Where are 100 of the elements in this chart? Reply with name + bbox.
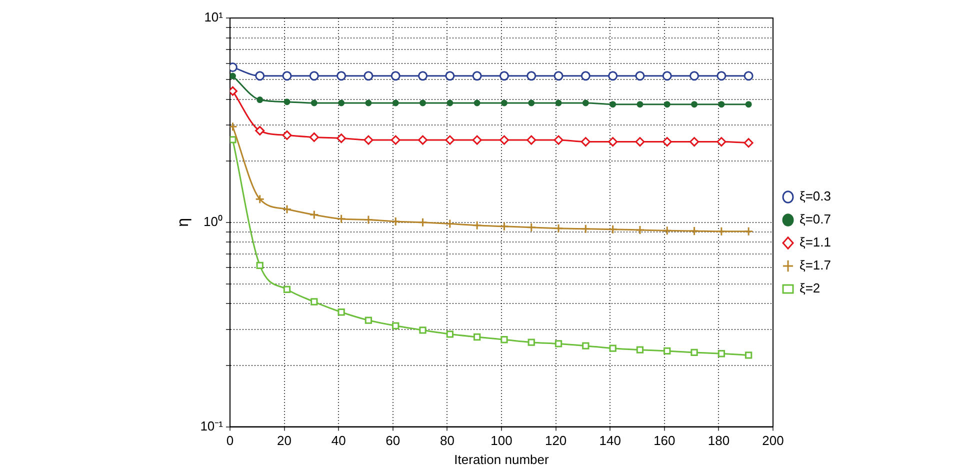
point xyxy=(635,225,645,235)
point xyxy=(528,100,535,106)
point xyxy=(472,71,482,81)
point xyxy=(255,71,265,81)
point xyxy=(418,71,428,81)
point xyxy=(664,347,671,355)
point xyxy=(309,210,319,220)
point xyxy=(745,352,752,359)
point xyxy=(365,100,372,106)
point xyxy=(664,101,670,108)
point xyxy=(499,222,509,232)
point xyxy=(526,222,536,232)
point xyxy=(610,101,616,108)
point xyxy=(744,138,754,148)
point xyxy=(390,71,400,81)
point xyxy=(255,126,265,136)
point xyxy=(418,135,428,145)
point xyxy=(662,226,672,236)
point xyxy=(526,71,536,81)
point xyxy=(636,346,644,354)
point xyxy=(256,96,264,104)
point xyxy=(690,71,700,81)
x-tick-label: 20 xyxy=(277,433,292,448)
y-tick-label: 10¹ xyxy=(204,10,224,25)
point xyxy=(336,214,346,224)
point xyxy=(445,71,455,81)
point xyxy=(473,333,481,341)
point xyxy=(526,135,536,145)
x-tick-label: 40 xyxy=(331,433,346,448)
point xyxy=(284,98,290,106)
x-tick-label: 80 xyxy=(440,433,454,448)
x-tick-label: 120 xyxy=(544,433,567,448)
point xyxy=(309,71,319,81)
point xyxy=(472,135,482,145)
point xyxy=(474,100,480,106)
point xyxy=(608,137,618,147)
point xyxy=(472,220,482,230)
point xyxy=(445,135,455,145)
point xyxy=(745,101,752,108)
point xyxy=(338,308,345,316)
point xyxy=(582,342,590,350)
point xyxy=(580,224,590,234)
point xyxy=(744,226,754,236)
point xyxy=(282,204,292,214)
point xyxy=(390,216,400,226)
point xyxy=(582,100,589,106)
point xyxy=(636,101,644,108)
point xyxy=(364,215,374,225)
legend-label: ξ=1.7 xyxy=(800,258,831,273)
point xyxy=(716,226,726,236)
point xyxy=(718,101,725,108)
legend-label: ξ=2 xyxy=(800,280,820,296)
point xyxy=(392,322,400,330)
point xyxy=(690,348,698,356)
point xyxy=(716,71,726,81)
point xyxy=(256,262,264,269)
point xyxy=(282,71,292,81)
x-tick-label: 180 xyxy=(708,433,730,448)
point xyxy=(580,71,590,81)
point xyxy=(392,100,399,106)
point xyxy=(230,136,236,144)
point xyxy=(420,100,426,106)
point xyxy=(690,137,700,147)
y-tick-label: 10⁻¹ xyxy=(200,418,224,434)
point xyxy=(609,344,616,352)
point xyxy=(499,71,509,81)
point xyxy=(554,71,564,81)
x-tick-label: 60 xyxy=(386,433,400,448)
point xyxy=(309,132,319,142)
point xyxy=(718,350,726,358)
point xyxy=(690,226,700,236)
point xyxy=(662,137,672,147)
point xyxy=(336,71,346,81)
point xyxy=(310,298,318,306)
point xyxy=(500,336,508,344)
point xyxy=(446,100,454,106)
point xyxy=(528,338,535,346)
point xyxy=(691,101,698,108)
point xyxy=(364,316,372,324)
point xyxy=(662,71,672,81)
point xyxy=(554,135,564,145)
point xyxy=(390,135,400,145)
point xyxy=(555,100,562,106)
point xyxy=(418,218,428,228)
legend-label: ξ=0.7 xyxy=(800,212,831,227)
point xyxy=(554,340,562,348)
point xyxy=(445,218,455,228)
x-tick-label: 100 xyxy=(490,433,512,448)
point xyxy=(499,135,509,145)
legend-label: ξ=1.1 xyxy=(800,234,831,250)
point xyxy=(744,71,754,81)
point xyxy=(336,134,346,144)
x-tick-label: 0 xyxy=(226,433,234,448)
point xyxy=(255,194,265,204)
point xyxy=(580,137,590,147)
point xyxy=(635,137,645,147)
point xyxy=(364,71,374,81)
y-tick-label: 10⁰ xyxy=(204,214,223,229)
point xyxy=(716,137,726,147)
point xyxy=(608,71,618,81)
